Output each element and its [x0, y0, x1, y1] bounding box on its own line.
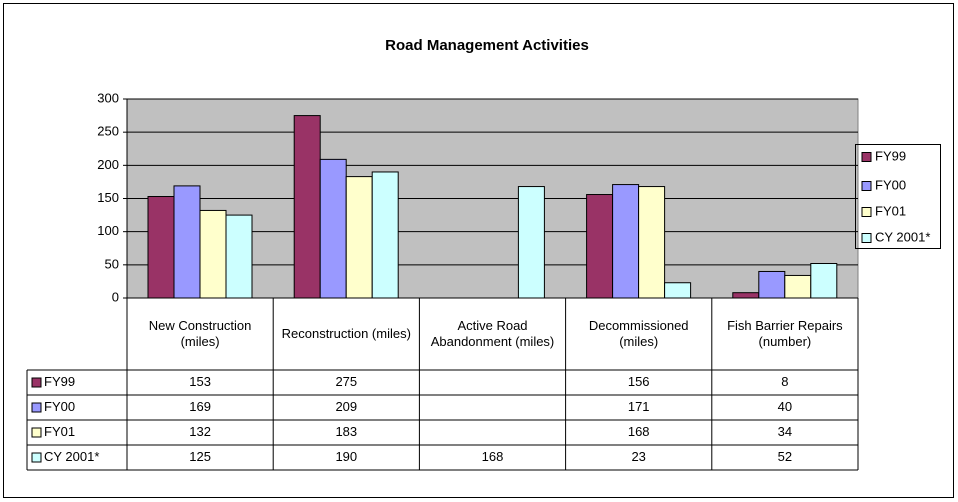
bar — [147, 196, 175, 299]
table-value: 169 — [189, 399, 211, 414]
y-tick-label: 200 — [97, 157, 119, 172]
bar — [586, 194, 614, 299]
table-value: 52 — [778, 449, 792, 464]
x-tick-label: New Construction (miles) — [148, 318, 252, 349]
y-tick-label: 0 — [112, 289, 119, 304]
category-cell: Fish Barrier Repairs (number) — [727, 318, 843, 349]
table-legend-key — [31, 452, 42, 463]
table-value: 156 — [628, 374, 650, 389]
table-legend-key — [31, 427, 42, 438]
y-tick-label: 50 — [105, 256, 119, 271]
table-row-label: CY 2001* — [44, 449, 99, 464]
table-value: 34 — [778, 424, 792, 439]
bar — [371, 171, 399, 299]
bar — [293, 115, 321, 299]
table-legend-key — [31, 402, 42, 413]
table-value: 132 — [189, 424, 211, 439]
table-value: 40 — [778, 399, 792, 414]
table-value: 190 — [335, 449, 357, 464]
x-tick-label: Reconstruction (miles) — [281, 326, 411, 341]
bar — [612, 184, 640, 299]
bar — [638, 186, 666, 299]
legend-label: FY00 — [875, 177, 906, 192]
table-row-label: FY99 — [44, 374, 75, 389]
y-tick-label: 150 — [97, 190, 119, 205]
table-value: 125 — [189, 449, 211, 464]
category-cell: Reconstruction (miles) — [281, 326, 411, 341]
table-legend-key — [31, 377, 42, 388]
table-row-label: FY01 — [44, 424, 75, 439]
table-value: 171 — [628, 399, 650, 414]
bar — [664, 282, 692, 299]
legend-key — [861, 233, 872, 243]
y-tick-label: 250 — [97, 124, 119, 139]
table-row-label: FY00 — [44, 399, 75, 414]
category-cell: New Construction (miles) — [148, 318, 252, 349]
table-value: 183 — [335, 424, 357, 439]
legend-label: FY01 — [875, 203, 906, 218]
bar — [784, 274, 812, 299]
chart-title: Road Management Activities — [385, 37, 589, 54]
legend-key — [861, 207, 872, 217]
table-value: 8 — [781, 374, 788, 389]
x-tick-label: Decommissioned (miles) — [588, 318, 689, 349]
bar — [173, 185, 201, 299]
bar — [758, 270, 786, 299]
table-value: 153 — [189, 374, 211, 389]
legend-box — [855, 144, 941, 249]
y-tick-label: 100 — [97, 223, 119, 238]
bar — [199, 209, 227, 299]
table-value: 275 — [335, 374, 357, 389]
x-tick-label: Active Road Abandonment (miles) — [430, 318, 555, 349]
bar — [319, 158, 347, 299]
x-tick-label: Fish Barrier Repairs (number) — [727, 318, 843, 349]
category-cell: Decommissioned (miles) — [588, 318, 689, 349]
legend-key — [861, 181, 872, 191]
table-value: 168 — [482, 449, 504, 464]
bar — [345, 176, 373, 299]
bar — [517, 186, 545, 299]
bar — [732, 292, 760, 299]
table-value: 23 — [631, 449, 645, 464]
bar — [225, 214, 253, 299]
legend-label: FY99 — [875, 148, 906, 163]
y-tick-label: 300 — [97, 90, 119, 105]
table-value: 209 — [335, 399, 357, 414]
legend-key — [861, 152, 872, 162]
legend-label: CY 2001* — [875, 229, 930, 244]
table-value: 168 — [628, 424, 650, 439]
category-cell: Active Road Abandonment (miles) — [430, 318, 555, 349]
bar — [810, 263, 838, 299]
